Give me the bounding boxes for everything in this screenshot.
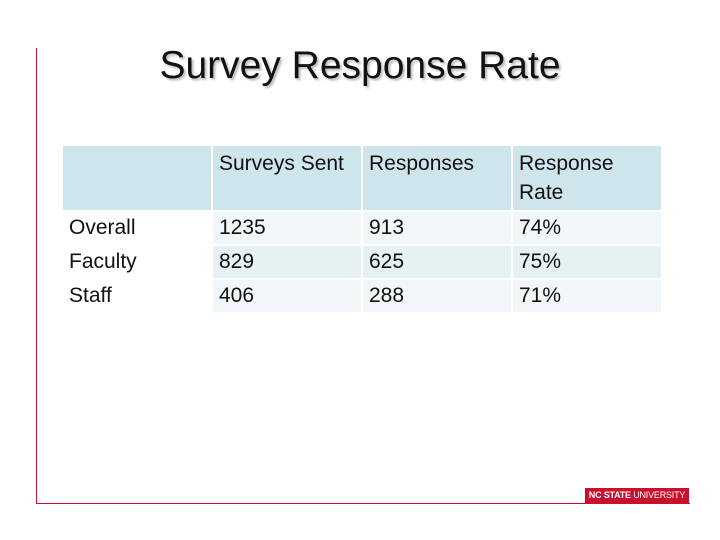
border-line (36, 503, 690, 504)
row-label: Faculty (63, 246, 211, 278)
table-cell: 75% (513, 246, 661, 278)
table-cell: 74% (513, 212, 661, 244)
table-row: Staff 406 288 71% (63, 280, 661, 312)
row-label: Overall (63, 212, 211, 244)
table-cell: 288 (363, 280, 511, 312)
table-cell: 625 (363, 246, 511, 278)
table-cell: 1235 (213, 212, 361, 244)
header-row: Surveys Sent Responses Response Rate (63, 146, 661, 210)
slide-title: Survey Response Rate (159, 44, 561, 87)
logo: NC STATE UNIVERSITY (585, 488, 689, 503)
logo-text: UNIVERSITY (633, 490, 686, 500)
row-label: Staff (63, 280, 211, 312)
data-table: Surveys Sent Responses Response Rate Overa… (61, 144, 663, 314)
table-cell: 913 (363, 212, 511, 244)
logo-bold: NC STATE (588, 490, 631, 500)
table-cell: 829 (213, 246, 361, 278)
table-row: Faculty 829 625 75% (63, 246, 661, 278)
header-cell: Surveys Sent (213, 146, 361, 210)
table-cell: 71% (513, 280, 661, 312)
table-row: Overall 1235 913 74% (63, 212, 661, 244)
header-cell (63, 146, 211, 210)
table-cell: 406 (213, 280, 361, 312)
border-line (36, 48, 37, 504)
header-cell: Responses (363, 146, 511, 210)
header-cell: Response Rate (513, 146, 661, 210)
